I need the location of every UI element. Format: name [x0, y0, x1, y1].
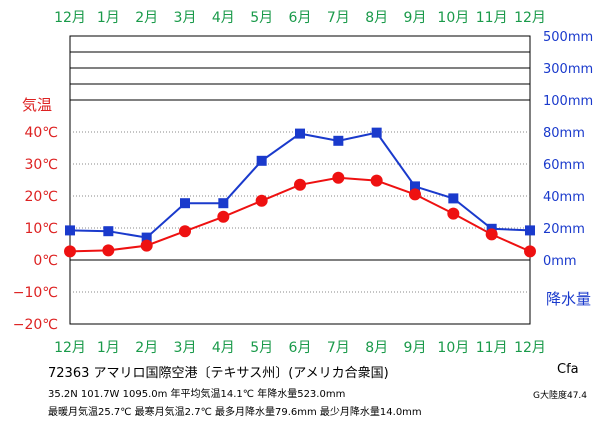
month-label-top: 9月	[404, 10, 427, 26]
month-labels-top: 12月 1月 2月 3月 4月 5月 6月 7月 8月 9月 10月 11月 12月	[54, 10, 546, 26]
temperature-tick: −10℃	[13, 285, 58, 301]
temperature-axis-title: 気温	[22, 96, 52, 114]
precipitation-tick: 0mm	[543, 254, 577, 269]
month-label-bottom: 1月	[97, 340, 120, 356]
month-label-bottom: 5月	[250, 340, 273, 356]
precipitation-tick: 500mm	[543, 30, 593, 45]
temperature-tick: −20℃	[13, 317, 58, 333]
month-label-bottom: 12月	[514, 340, 546, 356]
month-label-bottom: 2月	[135, 340, 158, 356]
month-label-top: 12月	[514, 10, 546, 26]
precipitation-point	[525, 225, 535, 236]
precipitation-point	[218, 198, 229, 209]
precipitation-point	[180, 198, 190, 209]
precipitation-tick: 300mm	[543, 62, 593, 77]
temperature-tick: 0℃	[33, 253, 58, 269]
month-labels-bottom: 12月 1月 2月 3月 4月 5月 6月 7月 8月 9月 10月 11月 12月	[54, 340, 546, 356]
precipitation-tick: 40mm	[543, 190, 585, 205]
temperature-point	[332, 171, 345, 184]
station-extremes: 最暖月気温25.7℃ 最寒月気温2.7℃ 最多月降水量79.6mm 最少月降水量…	[48, 407, 422, 418]
month-label-top: 4月	[212, 10, 235, 26]
month-label-top: 2月	[135, 10, 158, 26]
month-label-bottom: 6月	[289, 340, 312, 356]
precipitation-tick: 100mm	[543, 94, 593, 109]
temperature-point	[447, 207, 460, 220]
month-label-top: 6月	[289, 10, 312, 26]
precipitation-point	[256, 155, 267, 166]
precipitation-axis: 0mm 20mm 40mm 60mm 80mm 100mm 300mm 500mm	[543, 30, 593, 269]
precipitation-point	[448, 193, 459, 204]
precipitation-point	[333, 135, 344, 146]
temperature-point	[294, 178, 306, 191]
temperature-series	[64, 171, 536, 258]
continentality: G大陸度47.4	[533, 391, 588, 401]
month-label-bottom: 9月	[404, 340, 427, 356]
month-label-top: 3月	[174, 10, 197, 26]
temperature-point	[524, 245, 536, 258]
temperature-point	[485, 228, 498, 241]
precipitation-point	[371, 127, 382, 138]
month-label-top: 8月	[365, 10, 388, 26]
month-label-top: 1月	[97, 10, 120, 26]
precipitation-point	[103, 226, 114, 237]
station-name: 72363 アマリロ国際空港〔テキサス州〕(アメリカ合衆国)	[48, 366, 389, 381]
station-summary: 35.2N 101.7W 1095.0m 年平均気温14.1℃ 年降水量523.…	[48, 389, 346, 400]
precipitation-axis-title: 降水量	[546, 290, 591, 308]
precipitation-tick: 80mm	[543, 126, 585, 141]
month-label-top: 10月	[437, 10, 469, 26]
temperature-point	[179, 225, 191, 238]
precipitation-point	[65, 225, 75, 236]
month-label-bottom: 7月	[327, 340, 350, 356]
temperature-axis: −20℃ −10℃ 0℃ 10℃ 20℃ 30℃ 40℃	[13, 125, 58, 333]
temperature-tick: 30℃	[24, 157, 58, 173]
temperature-point	[64, 245, 76, 258]
month-label-bottom: 3月	[174, 340, 197, 356]
month-label-top: 7月	[327, 10, 350, 26]
temperature-point	[217, 210, 230, 223]
precipitation-tick: 20mm	[543, 222, 585, 237]
month-label-bottom: 11月	[476, 340, 508, 356]
month-label-bottom: 4月	[212, 340, 235, 356]
temperature-point	[370, 174, 383, 187]
precipitation-tick: 60mm	[543, 158, 585, 173]
month-label-bottom: 8月	[365, 340, 388, 356]
temperature-point	[102, 244, 115, 257]
temperature-tick: 40℃	[24, 125, 58, 141]
month-label-bottom: 12月	[54, 340, 86, 356]
month-label-top: 5月	[250, 10, 273, 26]
temperature-point	[255, 194, 268, 207]
month-label-top: 11月	[476, 10, 508, 26]
climate-class: Cfa	[557, 362, 579, 377]
temperature-point	[409, 188, 421, 201]
month-label-top: 12月	[54, 10, 86, 26]
temperature-point	[140, 239, 153, 252]
grid	[69, 35, 531, 325]
month-label-bottom: 10月	[437, 340, 469, 356]
precipitation-point	[410, 181, 420, 192]
precipitation-point	[141, 232, 152, 243]
temperature-tick: 10℃	[24, 221, 58, 237]
precipitation-point	[295, 128, 305, 139]
temperature-tick: 20℃	[24, 189, 58, 205]
